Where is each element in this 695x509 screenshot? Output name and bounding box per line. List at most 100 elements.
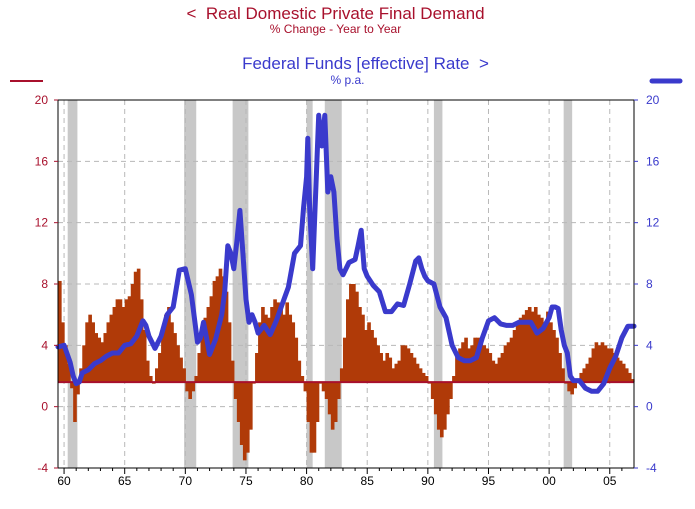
demand-bar-71 [273,299,277,383]
demand-bar-97 [352,284,356,383]
demand-bar-172 [579,372,584,383]
demand-bar-108 [385,353,390,383]
demand-bar-114 [403,345,408,383]
x-tick-label-65: 65 [118,474,132,488]
demand-bar-67 [261,307,265,383]
x-tick-label-60: 60 [57,474,71,488]
demand-bar-177 [594,342,599,383]
demand-bar-160 [543,322,547,383]
demand-bar-128 [446,382,450,415]
demand-bar-140 [482,345,487,383]
demand-bar-85 [315,382,320,422]
demand-bar-68 [264,314,268,383]
demand-bar-158 [536,314,541,383]
demand-bar-45 [194,376,199,383]
right-tick-label-4: 4 [646,338,653,352]
fed-funds-line [55,112,637,394]
left-tick-label-6: -4 [37,461,48,475]
demand-bar-103 [370,330,374,383]
left-tick-label-2: 12 [35,216,49,230]
demand-bar-180 [603,345,608,383]
demand-bar-16 [106,322,111,383]
demand-bars [58,268,635,461]
demand-bar-164 [555,337,559,383]
demand-bar-35 [164,314,168,383]
x-tick-label-90: 90 [421,474,435,488]
demand-bar-3 [67,363,71,383]
demand-bar-34 [161,330,165,383]
demand-bar-89 [327,382,332,415]
grid-lines [58,100,634,468]
demand-bar-119 [418,368,423,383]
demand-bar-163 [552,330,556,383]
demand-bar-74 [282,314,286,383]
demand-bar-169 [570,382,574,395]
demand-bar-145 [497,357,502,383]
demand-bar-129 [449,382,453,399]
right-series-title: Federal Funds [effective] Rate > [242,54,489,73]
demand-bar-41 [182,368,186,383]
demand-bar-66 [258,322,262,383]
demand-bar-174 [585,363,590,383]
demand-bar-130 [452,376,456,383]
demand-bar-132 [458,348,462,383]
demand-bar-40 [179,357,183,383]
demand-bar-104 [373,337,377,383]
demand-bar-81 [303,382,308,392]
demand-bar-143 [491,360,496,383]
demand-bar-120 [421,372,426,383]
demand-bar-18 [112,307,117,383]
demand-bar-100 [361,314,365,383]
demand-bar-88 [324,382,329,399]
demand-bar-113 [400,345,405,383]
x-tick-label-00: 00 [542,474,556,488]
recession-band-6 [563,100,573,468]
demand-bar-126 [439,382,444,438]
demand-bar-139 [479,342,484,383]
demand-bar-95 [346,299,350,383]
right-tick-label-6: -4 [646,461,657,475]
x-tick-label-70: 70 [179,474,193,488]
demand-bar-110 [391,368,396,383]
left-tick-label-0: 20 [35,93,49,107]
demand-bar-165 [558,353,562,383]
demand-bar-70 [270,307,274,383]
demand-bar-111 [394,363,399,383]
demand-bar-0 [58,280,62,383]
demand-bar-17 [109,314,114,383]
demand-bar-138 [476,337,480,383]
demand-bar-117 [412,357,417,383]
demand-bar-48 [203,317,208,383]
demand-bar-141 [485,348,490,383]
demand-bar-186 [621,363,626,383]
right-tick-label-5: 0 [646,400,653,414]
demand-bar-109 [388,357,393,383]
demand-bar-96 [349,284,353,383]
demand-bar-125 [436,382,441,430]
demand-bar-38 [173,333,177,383]
left-tick-label-1: 16 [35,154,49,168]
demand-bar-154 [524,310,529,383]
demand-bar-20 [118,299,123,383]
demand-bar-107 [382,360,387,383]
demand-bar-63 [248,382,253,430]
demand-bar-55 [224,291,229,383]
demand-bar-150 [512,330,517,383]
demand-bar-24 [130,284,135,383]
demand-bar-131 [455,353,459,383]
demand-bar-25 [133,271,138,383]
demand-bar-4 [70,382,74,389]
demand-bar-61 [242,382,247,461]
demand-bar-144 [494,363,499,383]
left-tick-label-4: 4 [41,338,48,352]
demand-bar-151 [515,322,520,383]
demand-bar-82 [306,382,311,422]
demand-bar-11 [91,322,95,383]
demand-bar-32 [155,368,159,383]
right-series-subtitle: % p.a. [330,73,365,87]
demand-bar-170 [573,382,577,389]
demand-bar-33 [158,353,162,383]
demand-bar-44 [191,382,196,392]
demand-bar-9 [85,322,89,383]
demand-bar-149 [509,337,514,383]
